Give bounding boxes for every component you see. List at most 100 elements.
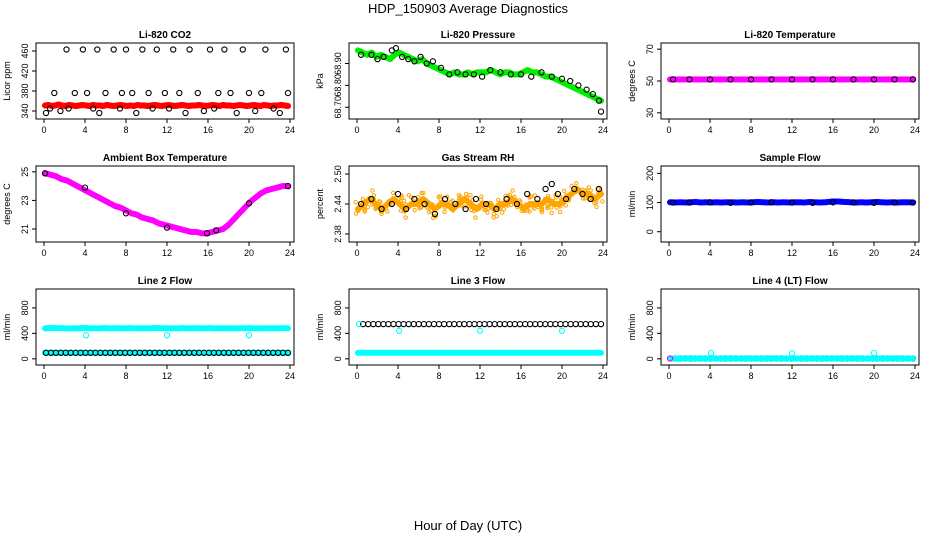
data-point	[510, 188, 515, 193]
x-tick-label: 24	[285, 371, 295, 381]
data-point	[532, 320, 539, 328]
x-tick-label: 24	[285, 248, 295, 258]
x-tick-label: 8	[748, 125, 753, 135]
x-tick-label: 24	[910, 248, 920, 258]
data-point	[378, 199, 383, 205]
data-point	[46, 105, 54, 112]
y-tick-label: 25	[20, 167, 30, 177]
data-point	[451, 320, 458, 328]
data-point	[283, 102, 290, 109]
data-point	[563, 203, 569, 208]
data-point	[470, 197, 475, 203]
x-tick-label: 12	[475, 248, 485, 258]
data-point	[479, 194, 484, 199]
panel-title: Li-820 CO2	[139, 30, 192, 41]
data-point	[456, 320, 463, 328]
data-point	[516, 320, 524, 328]
y-tick-label: 800	[20, 300, 30, 315]
data-point	[528, 73, 535, 80]
data-point	[258, 89, 265, 97]
y-axis-label: ml/min	[2, 314, 12, 341]
figure-title: HDP_150903 Average Diagnostics	[368, 1, 568, 16]
x-tick-label: 12	[162, 125, 172, 135]
data-point	[211, 105, 218, 112]
data-point	[909, 76, 917, 83]
x-tick-label: 4	[395, 125, 400, 135]
data-point	[227, 89, 234, 97]
data-point	[471, 320, 478, 328]
data-point	[116, 105, 124, 112]
x-tick-label: 12	[787, 248, 797, 258]
data-point	[362, 208, 368, 213]
y-tick-label: 200	[645, 166, 655, 181]
y-tick-label: 68.80	[333, 74, 343, 97]
data-point	[595, 97, 603, 104]
y-tick-label: 50	[645, 76, 655, 86]
x-tick-label: 8	[436, 125, 441, 135]
y-tick-label: 2.50	[333, 165, 343, 183]
data-point	[221, 46, 228, 53]
plot-frame	[660, 165, 920, 243]
x-tick-label: 4	[82, 125, 87, 135]
data-point	[245, 332, 253, 339]
plot-frame	[35, 165, 295, 243]
data-point	[542, 185, 549, 193]
x-tick-label: 12	[162, 371, 172, 381]
y-tick-label: 0	[645, 229, 655, 234]
y-tick-label: 0	[333, 356, 343, 361]
panel-6: Sample Flow ml/min 0 4 8 12 16 20 24 0 100 200	[627, 153, 920, 258]
data-point	[829, 199, 837, 206]
y-tick-label: 0	[645, 356, 655, 361]
x-tick-label: 12	[475, 125, 485, 135]
data-point	[102, 89, 109, 97]
data-point	[368, 195, 375, 203]
data-point	[466, 320, 473, 328]
data-point	[487, 66, 494, 74]
data-point	[548, 73, 555, 80]
data-point	[90, 105, 97, 112]
data-point	[436, 194, 441, 200]
data-point	[788, 199, 796, 206]
y-tick-label: 420	[20, 63, 30, 78]
data-point	[450, 198, 455, 203]
data-point	[412, 208, 417, 213]
data-point	[549, 210, 554, 216]
data-point	[385, 320, 392, 328]
panel-5: Gas Stream RH percent 0 4 8 12 16 20 24 2.38 2.44 2…	[315, 153, 608, 258]
data-point	[370, 188, 375, 193]
data-point	[706, 76, 714, 83]
x-tick-label: 20	[557, 248, 567, 258]
panel-title: Li-820 Pressure	[441, 30, 516, 41]
data-point	[262, 46, 269, 53]
data-point	[850, 199, 857, 206]
y-tick-label: 400	[645, 326, 655, 341]
x-tick-label: 16	[203, 371, 213, 381]
data-point	[395, 327, 403, 334]
data-point	[870, 76, 878, 83]
x-tick-label: 20	[244, 248, 254, 258]
y-axis-label: Licor ppm	[2, 61, 12, 101]
data-point	[542, 320, 549, 328]
data-point	[571, 185, 578, 193]
y-tick-label: 30	[645, 108, 655, 118]
x-tick-label: 8	[436, 371, 441, 381]
data-point	[747, 199, 755, 206]
x-tick-label: 24	[910, 125, 920, 135]
data-point	[374, 55, 381, 63]
data-point	[768, 76, 775, 83]
x-tick-label: 24	[285, 125, 295, 135]
data-point	[163, 224, 171, 231]
y-tick-label: 400	[20, 326, 30, 341]
data-point	[79, 46, 87, 53]
y-tick-label: 800	[645, 300, 655, 315]
data-point	[401, 198, 407, 204]
data-point	[574, 181, 579, 186]
x-tick-label: 8	[748, 248, 753, 258]
data-point	[415, 320, 422, 328]
x-tick-label: 16	[203, 125, 213, 135]
x-tick-label: 20	[869, 248, 879, 258]
data-point	[353, 200, 358, 205]
data-point	[521, 320, 529, 328]
data-point	[548, 180, 555, 188]
data-point	[579, 190, 586, 198]
